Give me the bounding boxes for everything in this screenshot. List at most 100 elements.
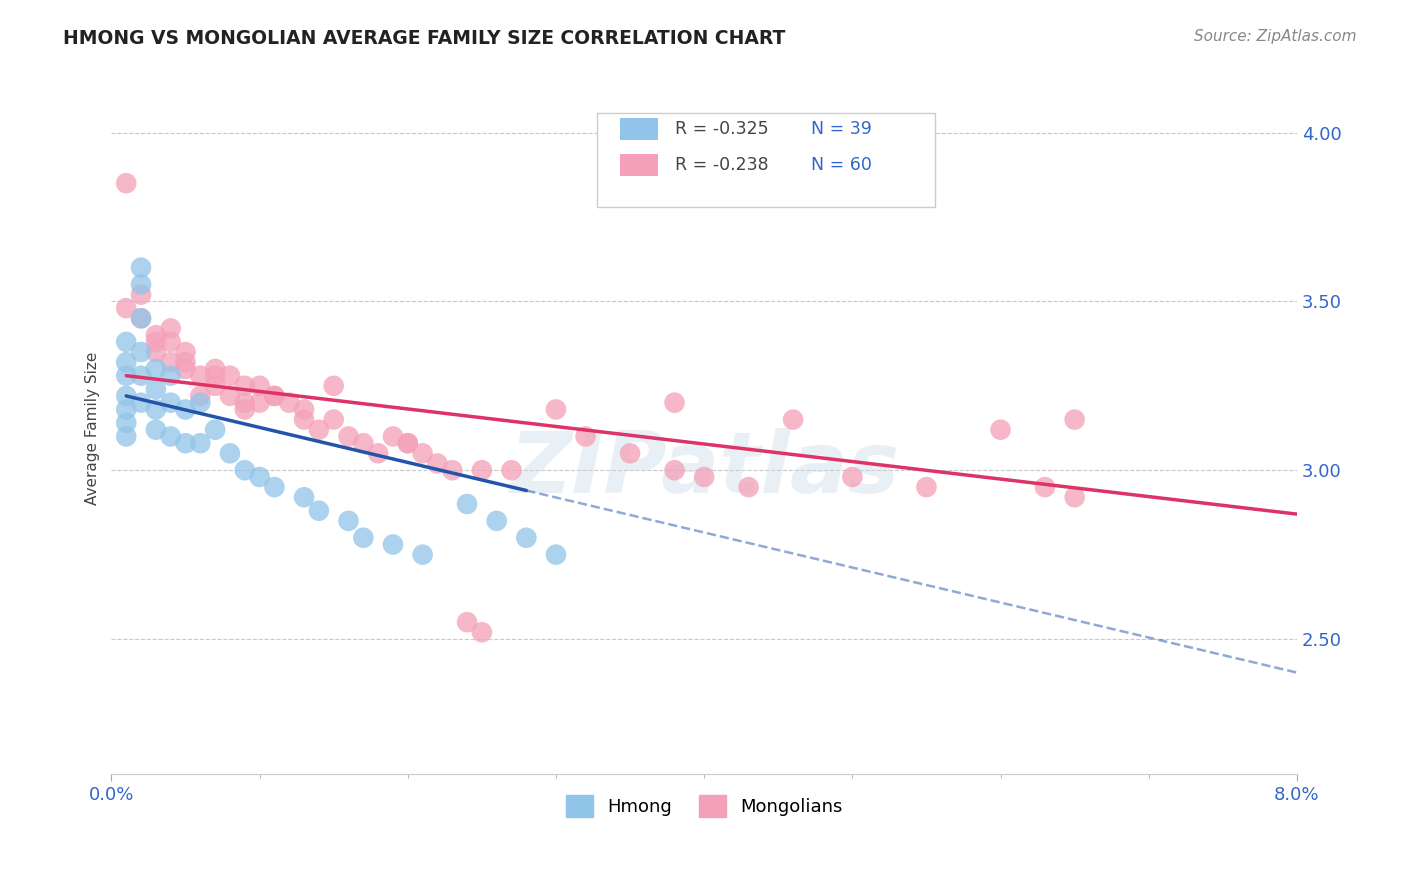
Text: Source: ZipAtlas.com: Source: ZipAtlas.com	[1194, 29, 1357, 44]
Point	[115, 176, 138, 190]
Point	[249, 470, 271, 484]
Point	[308, 423, 330, 437]
Point	[115, 416, 138, 430]
Point	[412, 446, 434, 460]
Point	[1033, 480, 1056, 494]
Point	[441, 463, 464, 477]
Point	[219, 368, 242, 383]
FancyBboxPatch shape	[620, 118, 658, 140]
Point	[129, 311, 152, 326]
Point	[352, 531, 374, 545]
Text: R = -0.238: R = -0.238	[675, 156, 768, 174]
Point	[115, 389, 138, 403]
Point	[471, 463, 494, 477]
Point	[485, 514, 508, 528]
Point	[159, 368, 181, 383]
Point	[219, 446, 242, 460]
Point	[174, 362, 197, 376]
Point	[159, 334, 181, 349]
Point	[115, 301, 138, 315]
Point	[233, 402, 256, 417]
Point	[249, 379, 271, 393]
Point	[159, 429, 181, 443]
Point	[381, 429, 404, 443]
Point	[322, 379, 344, 393]
Point	[337, 514, 360, 528]
Point	[471, 625, 494, 640]
FancyBboxPatch shape	[598, 113, 935, 207]
Point	[292, 412, 315, 426]
Point	[145, 423, 167, 437]
Point	[782, 412, 804, 426]
Point	[129, 287, 152, 301]
Point	[915, 480, 938, 494]
Point	[249, 395, 271, 409]
Text: N = 39: N = 39	[811, 120, 872, 138]
Point	[841, 470, 863, 484]
FancyBboxPatch shape	[620, 154, 658, 176]
Point	[129, 345, 152, 359]
Point	[115, 334, 138, 349]
Point	[396, 436, 419, 450]
Point	[115, 355, 138, 369]
Point	[145, 345, 167, 359]
Point	[352, 436, 374, 450]
Point	[145, 402, 167, 417]
Point	[278, 395, 301, 409]
Point	[292, 402, 315, 417]
Point	[204, 379, 226, 393]
Point	[188, 368, 211, 383]
Point	[204, 362, 226, 376]
Point	[544, 548, 567, 562]
Point	[456, 615, 478, 630]
Point	[115, 368, 138, 383]
Point	[381, 537, 404, 551]
Point	[575, 429, 598, 443]
Point	[412, 548, 434, 562]
Point	[174, 402, 197, 417]
Point	[664, 395, 686, 409]
Point	[664, 463, 686, 477]
Point	[145, 328, 167, 343]
Point	[204, 423, 226, 437]
Point	[174, 355, 197, 369]
Point	[188, 395, 211, 409]
Point	[233, 463, 256, 477]
Legend: Hmong, Mongolians: Hmong, Mongolians	[558, 788, 851, 824]
Point	[263, 389, 285, 403]
Point	[129, 277, 152, 292]
Point	[159, 355, 181, 369]
Point	[737, 480, 759, 494]
Point	[174, 436, 197, 450]
Point	[204, 368, 226, 383]
Point	[129, 395, 152, 409]
Point	[515, 531, 537, 545]
Point	[159, 395, 181, 409]
Point	[456, 497, 478, 511]
Point	[1063, 490, 1085, 504]
Point	[145, 382, 167, 396]
Text: R = -0.325: R = -0.325	[675, 120, 768, 138]
Point	[1063, 412, 1085, 426]
Y-axis label: Average Family Size: Average Family Size	[86, 351, 100, 505]
Point	[308, 504, 330, 518]
Text: N = 60: N = 60	[811, 156, 872, 174]
Point	[145, 362, 167, 376]
Text: HMONG VS MONGOLIAN AVERAGE FAMILY SIZE CORRELATION CHART: HMONG VS MONGOLIAN AVERAGE FAMILY SIZE C…	[63, 29, 786, 47]
Point	[233, 395, 256, 409]
Point	[367, 446, 389, 460]
Point	[619, 446, 641, 460]
Point	[693, 470, 716, 484]
Point	[233, 379, 256, 393]
Point	[129, 260, 152, 275]
Point	[219, 389, 242, 403]
Point	[322, 412, 344, 426]
Point	[129, 311, 152, 326]
Point	[990, 423, 1012, 437]
Point	[159, 321, 181, 335]
Point	[145, 334, 167, 349]
Point	[188, 389, 211, 403]
Point	[337, 429, 360, 443]
Point	[263, 480, 285, 494]
Point	[115, 402, 138, 417]
